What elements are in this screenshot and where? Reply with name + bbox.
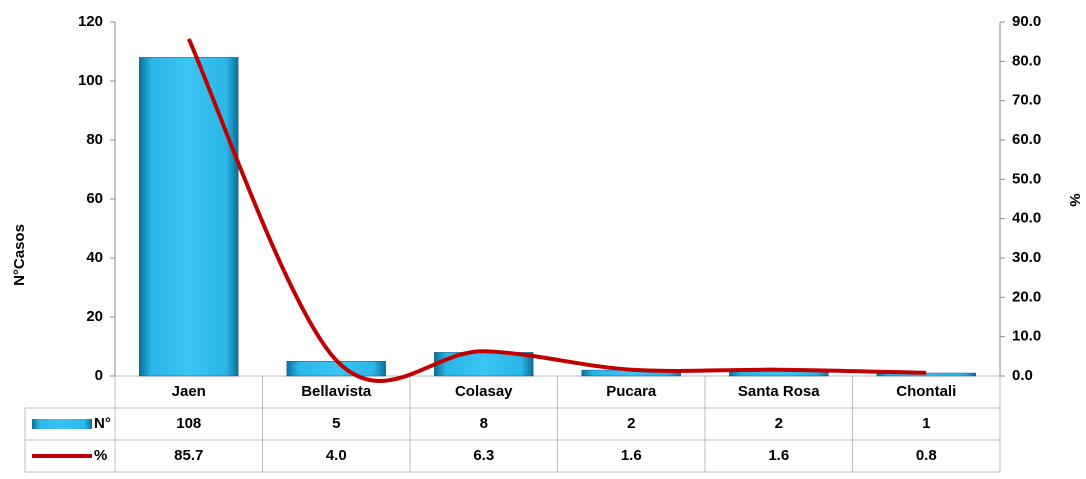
y2-tick-label: 70.0 (1012, 92, 1041, 109)
table-value: 6.3 (473, 447, 494, 464)
y-axis-title: N°Casos (11, 224, 28, 286)
bar (139, 57, 239, 377)
y2-tick-label: 20.0 (1012, 288, 1041, 305)
y2-tick-label: 0.0 (1012, 367, 1033, 384)
y2-tick-label: 30.0 (1012, 249, 1041, 266)
table-value: 108 (176, 415, 201, 432)
x-tick-label: Bellavista (301, 383, 372, 400)
x-tick-label: Pucara (606, 383, 657, 400)
x-tick-label: Colasay (455, 383, 513, 400)
x-tick-label: Chontali (896, 383, 956, 400)
table-value: 5 (332, 415, 340, 432)
y-tick-label: 120 (78, 13, 103, 30)
line (186, 38, 927, 383)
y-tick-label: 60 (86, 190, 103, 207)
bar (876, 372, 976, 377)
x-tick-label: Jaen (172, 383, 206, 400)
table-value: 1 (922, 415, 930, 432)
y-tick-label: 80 (86, 131, 103, 148)
y-tick-label: 0 (95, 367, 103, 384)
table-value: 1.6 (621, 447, 642, 464)
x-tick-label: Santa Rosa (738, 383, 820, 400)
table-value: 4.0 (326, 447, 347, 464)
table-value: 8 (480, 415, 488, 432)
table-value: 2 (627, 415, 635, 432)
y2-tick-label: 40.0 (1012, 210, 1041, 227)
y-tick-label: 100 (78, 72, 103, 89)
y2-axis-title: % (1066, 193, 1083, 206)
y2-tick-label: 80.0 (1012, 52, 1041, 69)
y2-tick-label: 50.0 (1012, 170, 1041, 187)
y-tick-label: 40 (86, 249, 103, 266)
y-tick-label: 20 (86, 308, 103, 325)
legend-label: N° (94, 415, 111, 432)
table-value: 1.6 (768, 447, 789, 464)
y2-tick-label: 10.0 (1012, 328, 1041, 345)
y2-tick-label: 90.0 (1012, 13, 1041, 30)
legend-bar-icon (32, 419, 92, 429)
bar (286, 361, 386, 377)
table-value: 2 (775, 415, 783, 432)
table-value: 85.7 (174, 447, 203, 464)
table-value: 0.8 (916, 447, 937, 464)
legend-label: % (94, 447, 107, 464)
y2-tick-label: 60.0 (1012, 131, 1041, 148)
